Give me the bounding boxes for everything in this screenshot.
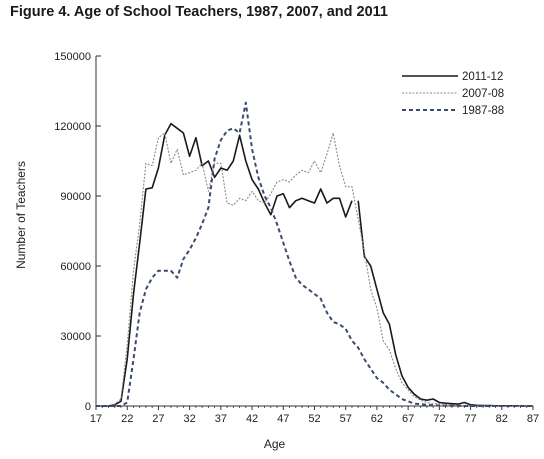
x-tick-label: 37 bbox=[215, 413, 227, 425]
legend-label-2007-08: 2007-08 bbox=[462, 88, 504, 100]
x-tick-label: 32 bbox=[184, 413, 196, 425]
series-line-2011-12-0 bbox=[96, 122, 353, 407]
y-tick-label: 150000 bbox=[54, 51, 91, 63]
y-tick-label: 120000 bbox=[54, 121, 91, 133]
y-tick-label: 0 bbox=[85, 401, 91, 413]
chart-title: Figure 4. Age of School Teachers, 1987, … bbox=[10, 4, 388, 20]
series-line-2011-12-1 bbox=[357, 200, 533, 407]
legend: 2011-12 2007-08 1987-88 bbox=[402, 71, 504, 117]
x-tick-label: 42 bbox=[246, 413, 258, 425]
x-tick-label: 27 bbox=[152, 413, 164, 425]
y-tick-label: 90000 bbox=[60, 191, 91, 203]
series-line-2007-08-2 bbox=[96, 132, 533, 407]
legend-label-1987-88: 1987-88 bbox=[462, 105, 504, 117]
x-tick-label: 52 bbox=[308, 413, 320, 425]
x-tick-label: 47 bbox=[277, 413, 289, 425]
x-tick-label: 87 bbox=[527, 413, 539, 425]
y-axis-label: Number of Teachers bbox=[14, 161, 28, 269]
y-tick-label: 30000 bbox=[60, 331, 91, 343]
x-tick-label: 77 bbox=[464, 413, 476, 425]
axes: 0 30000 60000 90000 120000 150000 17 22 27 32 37 42… bbox=[14, 51, 539, 451]
x-tick-label: 67 bbox=[402, 413, 414, 425]
series-lines bbox=[96, 101, 533, 407]
x-tick-label: 17 bbox=[90, 413, 102, 425]
x-tick-label: 22 bbox=[121, 413, 133, 425]
x-axis-label: Age bbox=[264, 437, 286, 451]
x-tick-label: 57 bbox=[340, 413, 352, 425]
y-tick-label: 60000 bbox=[60, 261, 91, 273]
legend-label-2011-12: 2011-12 bbox=[462, 71, 503, 83]
x-tick-label: 72 bbox=[433, 413, 445, 425]
series-line-1987-88-3 bbox=[96, 101, 533, 407]
x-tick-label: 62 bbox=[371, 413, 383, 425]
x-tick-label: 82 bbox=[496, 413, 508, 425]
